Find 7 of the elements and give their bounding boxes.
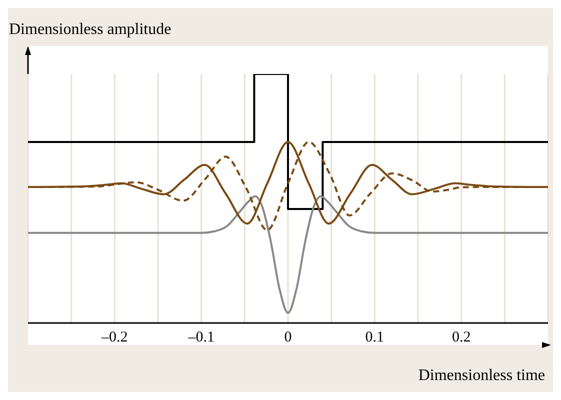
x-tick-label: 0.2 — [452, 330, 471, 346]
x-axis-title: Dimensionless time — [418, 367, 545, 385]
x-tick-label: 0.1 — [365, 330, 384, 346]
y-axis-title: Dimensionless amplitude — [9, 21, 172, 39]
x-tick-label: 0 — [284, 330, 292, 346]
x-tick-label: –0.1 — [187, 330, 214, 346]
x-tick-label: –0.2 — [100, 330, 128, 346]
